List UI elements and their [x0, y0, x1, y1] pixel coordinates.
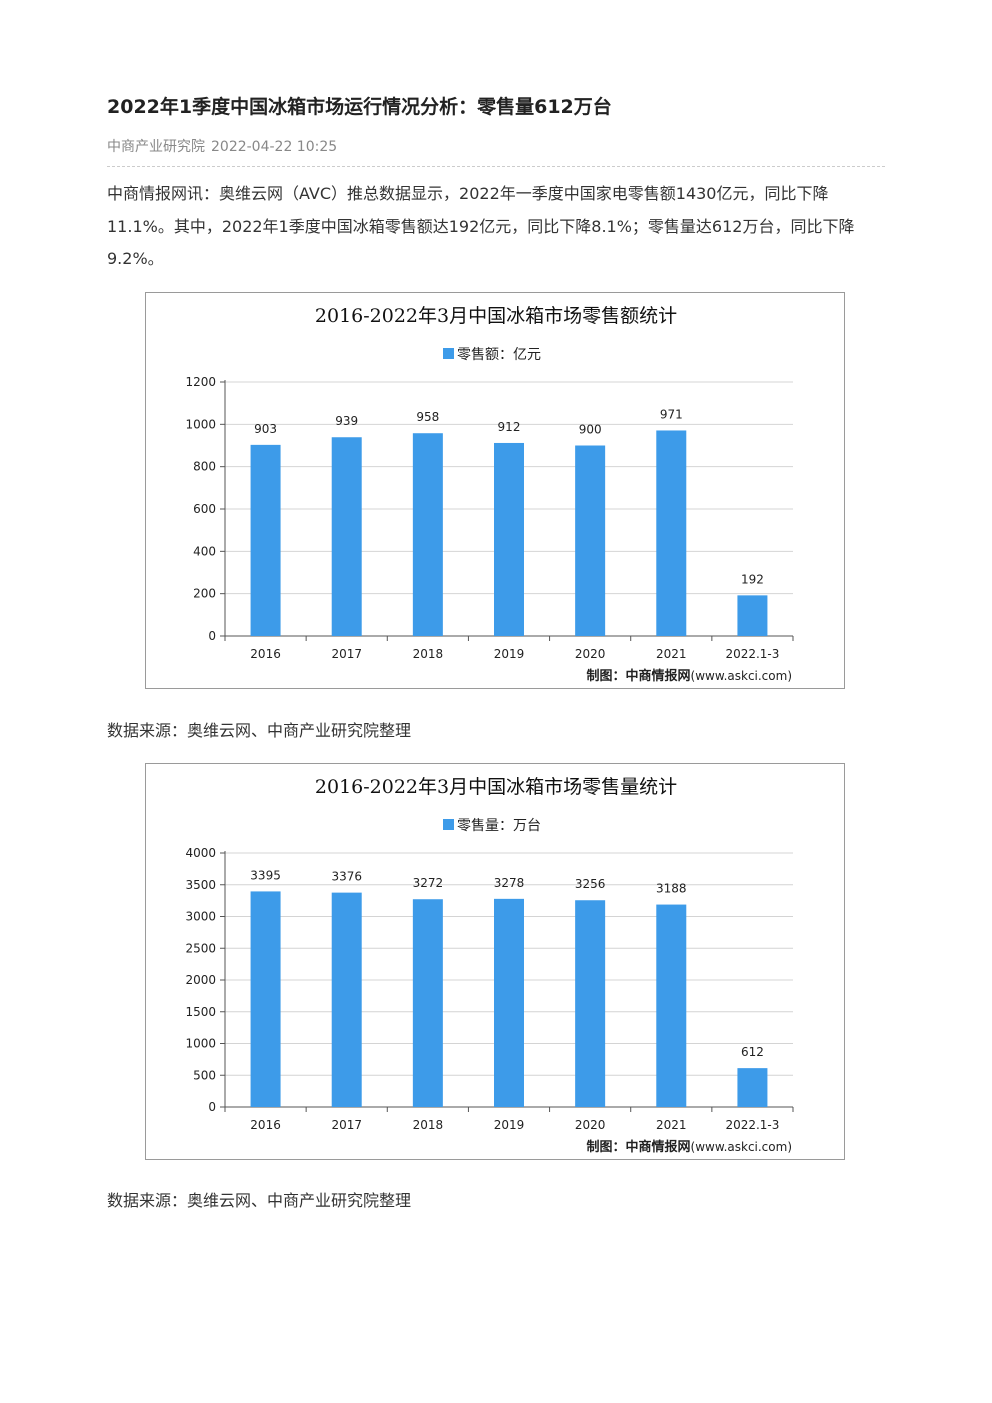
data-label: 3278 [494, 876, 525, 890]
y-tick-label: 1500 [185, 1005, 216, 1019]
x-tick-label: 2018 [413, 1118, 444, 1132]
legend-swatch [443, 819, 454, 830]
bar-2019 [494, 442, 524, 636]
bar-2018 [412, 433, 443, 636]
article-meta: 中商产业研究院 2022-04-22 10:25 [107, 136, 343, 156]
credit-brand: 中商情报网 [626, 1139, 691, 1155]
bar-2016 [250, 444, 281, 636]
x-tick-label: 2021 [656, 1118, 687, 1132]
chart-retail-value: 2016-2022年3月中国冰箱市场零售额统计零售额：亿元 0 200 400 600 8… [145, 292, 845, 689]
y-tick-label: 1200 [185, 375, 216, 389]
data-label: 192 [741, 572, 764, 586]
data-label: 900 [579, 423, 602, 437]
data-label: 903 [254, 422, 277, 436]
y-tick-label: 200 [193, 587, 216, 601]
credit-url: (www.askci.com) [691, 669, 792, 683]
data-label: 3395 [250, 868, 281, 882]
x-tick-label: 2017 [331, 1118, 362, 1132]
chart-retail-volume: 2016-2022年3月中国冰箱市场零售量统计零售量：万台 0 500 1000 150… [145, 763, 845, 1160]
article-date: 2022-04-22 10:25 [211, 139, 338, 155]
x-tick-label: 2020 [575, 1118, 606, 1132]
bar-2018 [412, 899, 443, 1107]
bar-2017 [331, 437, 362, 636]
data-label: 912 [498, 420, 521, 434]
chart-2-source-note: 数据来源：奥维云网、中商产业研究院整理 [107, 1191, 412, 1210]
legend-swatch [443, 348, 454, 359]
article-source-name[interactable]: 中商产业研究院 [107, 139, 205, 155]
data-label: 3272 [413, 876, 444, 890]
data-label: 3188 [656, 882, 687, 896]
x-tick-label: 2016 [250, 647, 281, 661]
x-tick-label: 2020 [575, 647, 606, 661]
chart-title: 2016-2022年3月中国冰箱市场零售量统计 [315, 776, 677, 798]
chart-1-source-note: 数据来源：奥维云网、中商产业研究院整理 [107, 721, 412, 740]
y-tick-label: 3000 [185, 910, 216, 924]
x-tick-label: 2016 [250, 1118, 281, 1132]
y-tick-label: 4000 [185, 846, 216, 860]
x-tick-label: 2019 [494, 1118, 525, 1132]
x-tick-label: 2017 [331, 647, 362, 661]
x-tick-label: 2022.1-3 [725, 1118, 779, 1132]
data-label: 3256 [575, 877, 606, 891]
data-label: 3376 [331, 870, 362, 884]
bar-2019 [494, 898, 524, 1107]
bar-2021 [656, 904, 687, 1107]
legend-label: 零售量：万台 [457, 818, 541, 834]
x-tick-label: 2022.1-3 [725, 647, 779, 661]
y-tick-label: 800 [193, 460, 216, 474]
article-paragraph: 中商情报网讯：奥维云网（AVC）推总数据显示，2022年一季度中国家电零售额14… [107, 184, 855, 268]
y-tick-label: 2000 [185, 973, 216, 987]
x-tick-label: 2019 [494, 647, 525, 661]
x-tick-label: 2021 [656, 647, 687, 661]
y-tick-label: 500 [193, 1068, 216, 1082]
chart-title: 2016-2022年3月中国冰箱市场零售额统计 [315, 305, 677, 327]
y-tick-label: 400 [193, 544, 216, 558]
bar-2022.1-3 [737, 1068, 768, 1107]
y-tick-label: 1000 [185, 1037, 216, 1051]
y-tick-label: 600 [193, 502, 216, 516]
bar-2021 [656, 430, 687, 636]
bar-2022.1-3 [737, 595, 768, 636]
y-tick-label: 2500 [185, 941, 216, 955]
credit-brand: 中商情报网 [626, 668, 691, 684]
credit-url: (www.askci.com) [691, 1140, 792, 1154]
data-label: 971 [660, 407, 683, 421]
chart-credit: 制图：中商情报网(www.askci.com) [587, 1139, 792, 1155]
data-label: 939 [335, 414, 358, 428]
bar-2020 [575, 445, 606, 636]
bar-2016 [250, 891, 281, 1107]
credit-prefix: 制图： [587, 668, 626, 684]
data-label: 958 [416, 410, 439, 424]
data-label: 612 [741, 1045, 764, 1059]
article-title: 2022年1季度中国冰箱市场运行情况分析：零售量612万台 [107, 96, 612, 118]
y-tick-label: 1000 [185, 417, 216, 431]
bar-2020 [575, 900, 606, 1107]
legend-label: 零售额：亿元 [457, 347, 541, 363]
y-tick-label: 3500 [185, 878, 216, 892]
x-tick-label: 2018 [413, 647, 444, 661]
y-tick-label: 0 [208, 1100, 216, 1114]
credit-prefix: 制图： [587, 1139, 626, 1155]
bar-2017 [331, 892, 362, 1107]
chart-credit: 制图：中商情报网(www.askci.com) [587, 668, 792, 684]
y-tick-label: 0 [208, 629, 216, 643]
meta-divider [107, 166, 885, 167]
